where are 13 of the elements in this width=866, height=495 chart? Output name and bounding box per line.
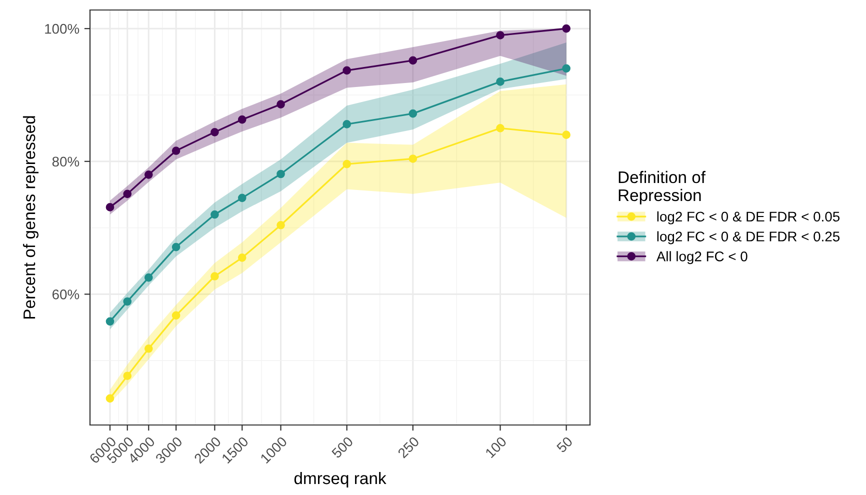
legend-label: log2 FC < 0 & DE FDR < 0.25 bbox=[657, 231, 840, 244]
legend-label: All log2 FC < 0 bbox=[656, 251, 748, 264]
x-tick-label: 50 bbox=[556, 436, 574, 454]
legend-label: log2 FC < 0 & DE FDR < 0.05 bbox=[657, 211, 840, 224]
x-tick-label: 250 bbox=[397, 436, 420, 459]
y-tick-label: 60% bbox=[52, 290, 80, 300]
x-tick-label: 100 bbox=[484, 436, 508, 458]
y-tick-label: 100% bbox=[45, 24, 80, 34]
legend-title: Definition of Repression bbox=[618, 170, 706, 204]
y-tick-label: 80% bbox=[52, 156, 80, 167]
y-axis-title: Percent of genes repressed bbox=[22, 116, 39, 318]
x-axis-title: dmrseq rank bbox=[294, 472, 386, 488]
x-tick-label: 500 bbox=[331, 436, 354, 459]
